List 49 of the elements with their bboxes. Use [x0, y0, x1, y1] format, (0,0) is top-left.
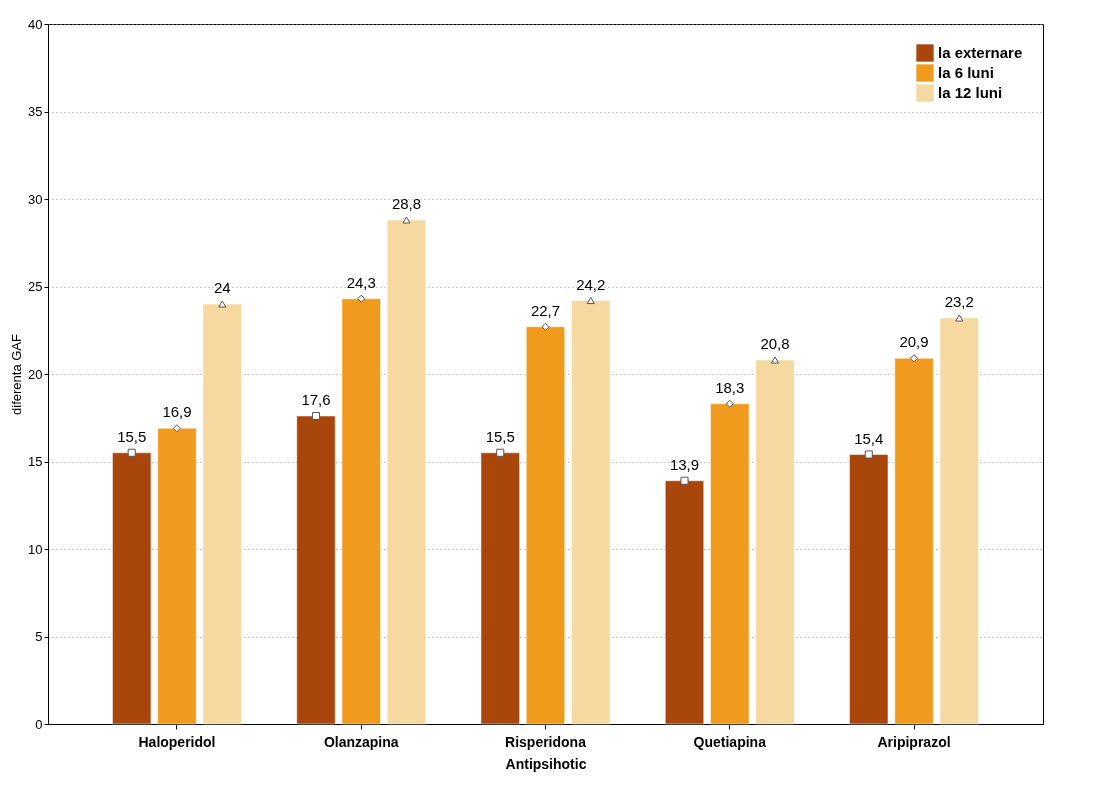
data-label: 22,7	[530, 301, 561, 319]
y-tick-label: 25	[28, 279, 43, 294]
bar	[480, 452, 520, 725]
bar	[710, 403, 750, 725]
x-tick-label: Haloperidol	[138, 733, 216, 750]
bar	[526, 326, 565, 725]
bar	[296, 415, 336, 725]
legend-label: la externare	[938, 44, 1023, 61]
legend-label: la 12 luni	[938, 84, 1003, 101]
bar	[157, 428, 197, 725]
bar	[112, 452, 152, 725]
data-label: 20,9	[899, 333, 929, 351]
y-axis-title: diferenta GAF	[9, 333, 25, 415]
data-label: 15,5	[117, 427, 147, 445]
bar	[387, 219, 426, 725]
data-label: 17,6	[301, 391, 331, 408]
x-tick-label: Olanzapina	[323, 733, 399, 750]
y-tick-label: 0	[35, 716, 43, 732]
data-label: 24,2	[576, 275, 606, 293]
bar	[665, 480, 704, 725]
data-label: 24	[213, 279, 231, 296]
y-tick-label: 15	[28, 454, 43, 469]
y-tick-label: 5	[35, 629, 43, 644]
x-axis-title: Antipsihotic	[505, 755, 587, 772]
legend-label: la 6 luni	[938, 64, 994, 81]
data-label: 15,4	[854, 429, 884, 447]
y-tick-label: 35	[28, 104, 43, 119]
y-tick-label: 30	[28, 191, 43, 207]
data-label: 28,8	[391, 195, 422, 212]
bar	[341, 298, 381, 725]
y-tick-label: 40	[28, 16, 43, 32]
data-label: 24,3	[346, 273, 376, 291]
data-label: 15,5	[485, 427, 515, 445]
bar	[849, 454, 889, 725]
x-tick-label: Aripiprazol	[877, 733, 951, 750]
data-label: 23,2	[944, 293, 974, 310]
x-tick-label: Quetiapina	[693, 733, 767, 750]
bar	[755, 359, 795, 725]
data-label: 20,8	[760, 335, 790, 352]
y-tick-label: 20	[28, 366, 43, 382]
data-label: 18,3	[715, 378, 745, 396]
data-label: 16,9	[162, 403, 192, 421]
bar	[894, 358, 934, 725]
data-label: 13,9	[669, 455, 700, 473]
bar	[939, 317, 979, 725]
x-tick-label: Risperidona	[505, 733, 587, 750]
y-tick-label: 10	[28, 541, 43, 557]
bar	[571, 300, 611, 725]
bar	[202, 303, 242, 725]
